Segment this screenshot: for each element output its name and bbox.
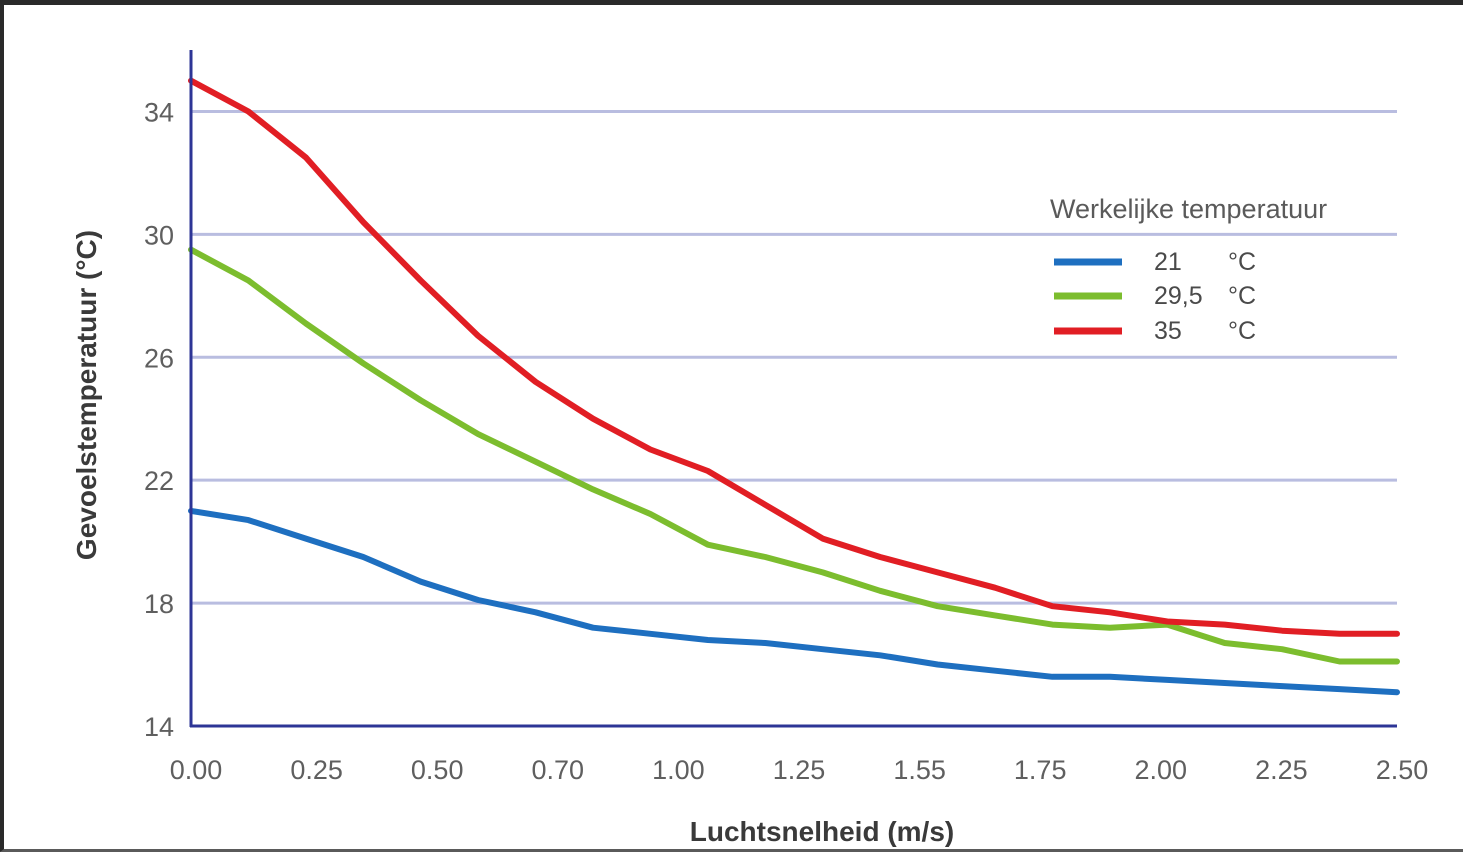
y-tick-label-14: 14: [144, 712, 174, 742]
series-line-0: [188, 507, 1400, 696]
x-tick-label-6: 1.55: [893, 755, 946, 785]
x-tick-label-1: 0.25: [290, 755, 343, 785]
x-tick-label-10: 2.50: [1376, 755, 1429, 785]
axes: [189, 50, 1397, 728]
x-tick-label-7: 1.75: [1014, 755, 1067, 785]
legend-unit-35: °C: [1228, 317, 1256, 345]
legend: Werkelijke temperatuur 21 °C 29,5 °C 35 …: [1050, 194, 1327, 345]
y-tick-label-26: 26: [144, 343, 174, 373]
x-tick-label-2: 0.50: [411, 755, 464, 785]
x-tick-label-8: 2.00: [1135, 755, 1188, 785]
legend-unit-29-5: °C: [1228, 282, 1256, 310]
series-line-2: [188, 77, 1400, 637]
x-tick-label-9: 2.25: [1255, 755, 1308, 785]
x-tick-label-4: 1.00: [652, 755, 705, 785]
legend-entry-21: 21 °C: [1054, 248, 1256, 276]
y-tick-label-30: 30: [144, 220, 174, 250]
series-line-1: [188, 246, 1400, 665]
x-tick-labels: 0.00 0.25 0.50 0.70 1.00 1.25 1.55 1.75 2.00 2.25…: [170, 755, 1429, 785]
grid-lines: [191, 109, 1397, 605]
x-tick-label-0: 0.00: [170, 755, 223, 785]
legend-title: Werkelijke temperatuur: [1050, 194, 1327, 224]
legend-value-21: 21: [1154, 248, 1182, 276]
line-chart: 14 18 22 26 30 34 0.00 0.25 0.50 0.70 1.00 1.25 1.5…: [71, 50, 1429, 847]
legend-entry-29-5: 29,5 °C: [1054, 282, 1256, 310]
y-tick-label-18: 18: [144, 589, 174, 619]
y-tick-labels: 14 18 22 26 30 34: [144, 97, 174, 742]
legend-entry-35: 35 °C: [1054, 317, 1256, 345]
y-tick-label-34: 34: [144, 97, 174, 127]
legend-value-29-5: 29,5: [1154, 282, 1203, 310]
x-tick-label-5: 1.25: [773, 755, 826, 785]
x-axis-title: Luchtsnelheid (m/s): [690, 816, 954, 847]
y-tick-label-22: 22: [144, 466, 174, 496]
legend-value-35: 35: [1154, 317, 1182, 345]
series-lines: [188, 77, 1400, 696]
x-tick-label-3: 0.70: [532, 755, 585, 785]
y-axis-title: Gevoelstemperatuur (°C): [71, 230, 102, 560]
legend-unit-21: °C: [1228, 248, 1256, 276]
